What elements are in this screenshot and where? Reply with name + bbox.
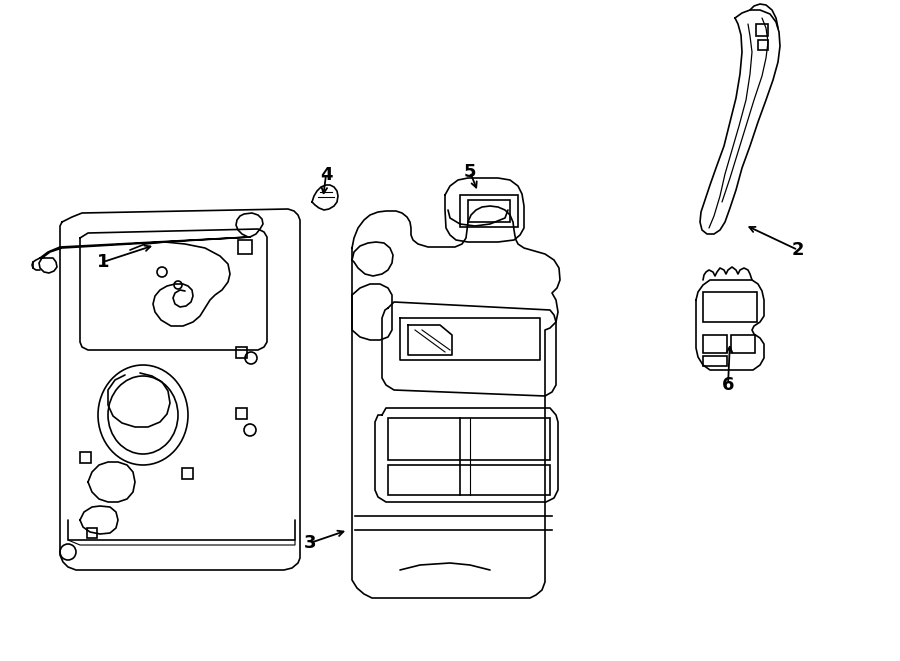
Bar <box>756 24 768 36</box>
Bar <box>758 40 768 50</box>
Bar <box>238 240 252 254</box>
Text: 3: 3 <box>304 534 316 552</box>
Bar <box>468 200 510 222</box>
Text: 4: 4 <box>320 166 332 184</box>
Bar <box>388 418 550 460</box>
Bar <box>731 335 755 353</box>
Bar <box>388 465 550 495</box>
Text: 1: 1 <box>97 253 109 271</box>
Bar <box>182 468 193 479</box>
Text: 5: 5 <box>464 163 476 181</box>
Bar <box>703 335 727 353</box>
Bar <box>87 528 97 538</box>
Bar <box>703 356 727 366</box>
Bar <box>460 195 518 227</box>
Text: 2: 2 <box>792 241 805 259</box>
Bar <box>236 347 247 358</box>
Bar <box>80 452 91 463</box>
Bar <box>703 292 757 322</box>
Text: 6: 6 <box>722 376 734 394</box>
Bar <box>236 408 247 419</box>
